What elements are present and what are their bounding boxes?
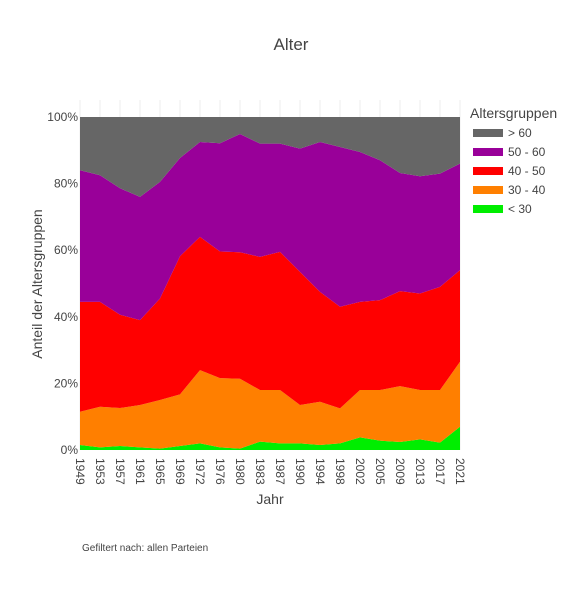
legend-label: 30 - 40 xyxy=(508,183,546,197)
x-tick-label: 1961 xyxy=(133,458,147,485)
y-axis-title: Anteil der Altersgruppen xyxy=(29,209,45,358)
x-tick-label: 2013 xyxy=(413,458,427,485)
y-tick-label: 20% xyxy=(54,376,78,390)
x-tick-label: 2002 xyxy=(353,458,367,485)
y-tick-label: 40% xyxy=(54,310,78,324)
y-tick-label: 80% xyxy=(54,177,78,191)
x-tick-label: 1957 xyxy=(113,458,127,485)
x-tick-label: 1983 xyxy=(253,458,267,485)
area-series-30-40[interactable] xyxy=(80,361,460,449)
legend-label: 40 - 50 xyxy=(508,164,546,178)
x-tick-label: 1953 xyxy=(93,458,107,485)
x-tick-label: 1965 xyxy=(153,458,167,485)
x-tick-label: 1994 xyxy=(313,458,327,485)
legend-label: < 30 xyxy=(508,202,532,216)
legend-label: 50 - 60 xyxy=(508,145,546,159)
y-tick-label: 100% xyxy=(47,110,78,124)
filter-note: Gefiltert nach: allen Parteien xyxy=(82,543,208,554)
x-tick-label: 1998 xyxy=(333,458,347,485)
x-tick-label: 1949 xyxy=(73,458,87,485)
area-series-group xyxy=(80,117,460,450)
area-series-60[interactable] xyxy=(80,117,460,197)
y-tick-label: 0% xyxy=(61,443,79,457)
x-tick-label: 2005 xyxy=(373,458,387,485)
x-axis-title: Jahr xyxy=(256,491,284,507)
legend-label: > 60 xyxy=(508,126,532,140)
x-axis-ticks: 1949 1953 1957 1961 1965 1969 1972 1976 1980 1983… xyxy=(73,458,467,485)
legend-title: Altersgruppen xyxy=(470,105,557,121)
area-series-40-50[interactable] xyxy=(80,236,460,412)
y-tick-label: 60% xyxy=(54,243,78,257)
legend-swatch xyxy=(473,129,503,137)
x-tick-label: 1969 xyxy=(173,458,187,485)
x-tick-label: 1976 xyxy=(213,458,227,485)
y-axis-ticks: 0% 20% 40% 60% 80% 100% xyxy=(47,110,78,457)
x-tick-label: 2009 xyxy=(393,458,407,485)
legend-swatch xyxy=(473,205,503,213)
x-tick-label: 2021 xyxy=(453,458,467,485)
legend-swatch xyxy=(473,186,503,194)
x-tick-label: 1980 xyxy=(233,458,247,485)
area-series-50-60[interactable] xyxy=(80,133,460,321)
legend-swatch xyxy=(473,148,503,156)
x-tick-label: 1972 xyxy=(193,458,207,485)
x-tick-label: 2017 xyxy=(433,458,447,485)
chart-title: Alter xyxy=(274,35,309,54)
x-tick-label: 1987 xyxy=(273,458,287,485)
legend-swatch xyxy=(473,167,503,175)
area-series-30[interactable] xyxy=(80,426,460,450)
x-tick-label: 1990 xyxy=(293,458,307,485)
legend: > 60 50 - 60 40 - 50 30 - 40 < 30 xyxy=(473,126,546,216)
